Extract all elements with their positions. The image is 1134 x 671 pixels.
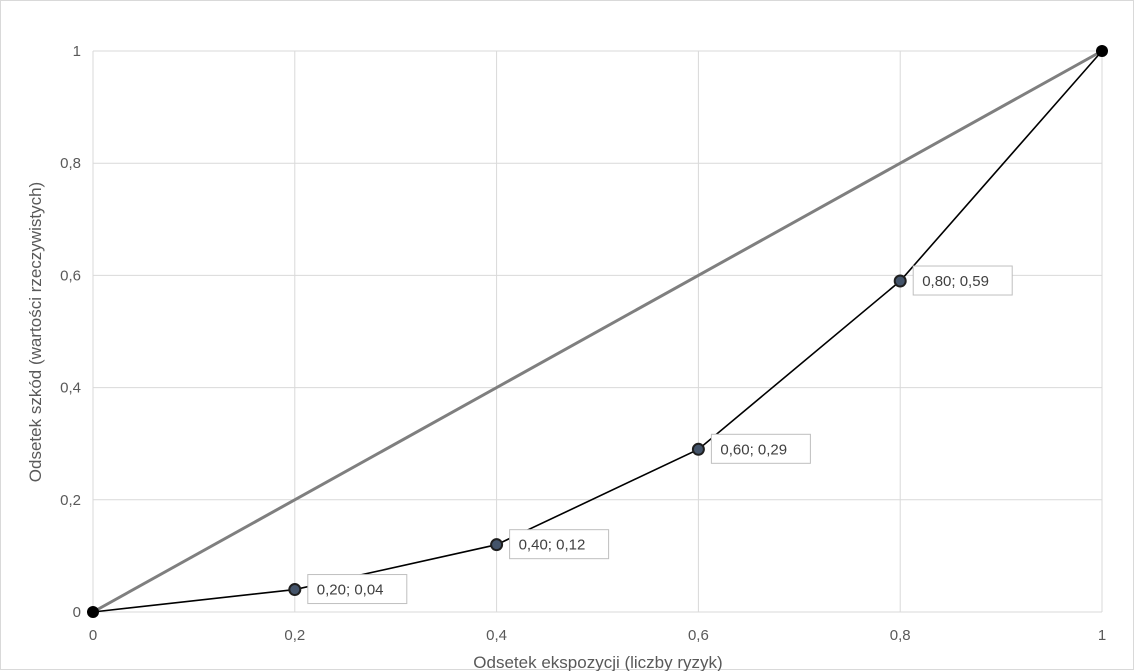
x-axis-title: Odsetek ekspozycji (liczby ryzyk) <box>473 653 722 671</box>
endpoint-marker <box>1096 45 1108 57</box>
data-label: 0,60; 0,29 <box>720 441 787 458</box>
y-tick-label: 0,6 <box>60 267 81 284</box>
data-label: 0,80; 0,59 <box>922 273 989 290</box>
data-point-marker <box>893 274 907 288</box>
x-tick-label: 0,6 <box>688 627 709 644</box>
lorenz-curve-line <box>92 50 1103 613</box>
data-point-marker <box>490 538 504 552</box>
data-point-marker <box>691 442 705 456</box>
equality-line <box>92 49 1103 614</box>
data-label-box <box>710 433 811 464</box>
x-tick-label: 0,2 <box>284 627 305 644</box>
y-tick-label: 0,8 <box>60 155 81 172</box>
y-tick-label: 1 <box>73 43 81 60</box>
x-tick-label: 1 <box>1098 627 1106 644</box>
x-tick-label: 0,8 <box>890 627 911 644</box>
data-label: 0,40; 0,12 <box>519 537 586 554</box>
data-label-box <box>509 529 610 560</box>
x-tick-label: 0 <box>89 627 97 644</box>
x-tick-label: 0,4 <box>486 627 507 644</box>
y-tick-label: 0 <box>73 604 81 621</box>
data-point-marker <box>288 583 302 597</box>
y-tick-label: 0,2 <box>60 492 81 509</box>
data-label: 0,20; 0,04 <box>317 582 384 599</box>
endpoint-marker <box>87 606 99 618</box>
data-label-box <box>912 265 1013 296</box>
y-tick-label: 0,4 <box>60 380 81 397</box>
y-axis-title: Odsetek szkód (wartości rzeczywistych) <box>26 182 45 482</box>
data-label-box <box>307 574 408 605</box>
